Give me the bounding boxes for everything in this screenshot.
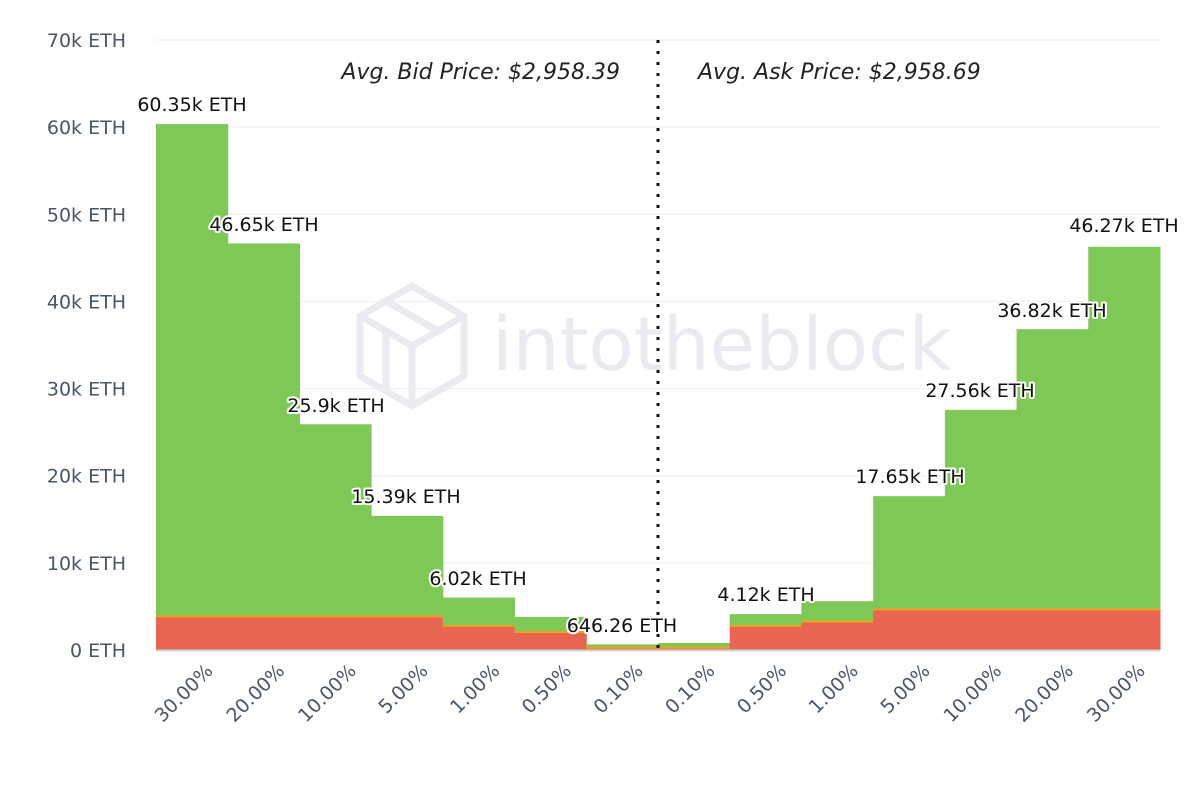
intotheblock-watermark: intotheblock: [356, 281, 952, 411]
bar-segment-divider: [442, 624, 516, 627]
x-tick-label: 1.00%: [446, 660, 504, 718]
x-tick-label: 1.00%: [805, 660, 863, 718]
bar-segment-divider: [729, 624, 802, 627]
y-tick-label: 30k ETH: [47, 379, 126, 401]
bar-segment-red: [299, 616, 372, 650]
bar-segment-divider: [1088, 608, 1161, 611]
data-label: 17.65k ETH: [855, 466, 964, 488]
y-tick-label: 70k ETH: [47, 30, 126, 52]
data-label: 27.56k ETH: [925, 380, 1034, 402]
bar-segment-divider: [227, 615, 300, 618]
data-label: 6.02k ETH: [429, 568, 526, 590]
bar-segment-divider: [801, 620, 874, 623]
bar-segment-red: [586, 648, 659, 650]
bar-segment-red: [729, 626, 802, 650]
bar-segment-green: [1016, 329, 1089, 610]
bar-segment-red: [1016, 609, 1089, 650]
data-label: 60.35k ETH: [137, 94, 246, 116]
x-tick-label: 0.10%: [661, 660, 719, 718]
bar-segment-red: [944, 609, 1018, 650]
y-axis: 0 ETH 10k ETH 20k ETH 30k ETH 40k ETH 50k ETH…: [47, 30, 126, 662]
bar-segment-green: [586, 644, 659, 649]
x-tick-label: 10.00%: [294, 660, 361, 727]
bar-segment-green: [801, 601, 874, 623]
bar-segment-green: [514, 616, 587, 633]
bar-segment-red: [801, 622, 874, 650]
data-label: 15.39k ETH: [351, 486, 460, 508]
bar-segment-green: [944, 409, 1018, 610]
bar-segment-red: [371, 616, 444, 650]
bar-segment-red: [156, 616, 229, 650]
data-labels: 60.35k ETH 46.65k ETH 25.9k ETH 15.39k ETH 6…: [135, 92, 1180, 639]
y-tick-label: 20k ETH: [47, 466, 126, 488]
data-label: 4.12k ETH: [717, 584, 814, 606]
data-label: 25.9k ETH: [287, 395, 384, 417]
x-tick-label: 30.00%: [151, 660, 218, 727]
watermark-text: intotheblock: [492, 302, 952, 388]
y-tick-label: 0 ETH: [70, 640, 126, 662]
bar-segment-red: [1088, 609, 1161, 650]
data-label: 36.82k ETH: [997, 300, 1106, 322]
bar-segment-divider: [944, 608, 1018, 611]
x-tick-label: 20.00%: [222, 660, 289, 727]
avg-ask-price-label: Avg. Ask Price: $2,958.69: [696, 60, 981, 85]
bar-segment-green: [729, 614, 802, 627]
y-tick-label: 10k ETH: [47, 553, 126, 575]
y-tick-label: 50k ETH: [47, 204, 126, 226]
x-tick-label: 0.50%: [518, 660, 576, 718]
bar-segment-green: [442, 597, 516, 627]
avg-bid-price-label: Avg. Bid Price: $2,958.39: [339, 60, 620, 85]
bar-segment-divider: [299, 615, 372, 618]
x-axis: 30.00% 20.00% 10.00% 5.00% 1.00% 0.50% 0.10% 0.…: [151, 649, 1160, 727]
bar-segment-green: [1088, 246, 1161, 610]
x-tick-label: 5.00%: [374, 660, 432, 718]
data-label: 646.26 ETH: [567, 615, 677, 637]
bar-segment-red: [658, 648, 731, 650]
x-tick-label: 10.00%: [939, 660, 1006, 727]
data-label: 46.65k ETH: [209, 214, 318, 236]
x-tick-label: 30.00%: [1083, 660, 1150, 727]
x-tick-label: 20.00%: [1011, 660, 1078, 727]
bar-segment-red: [514, 632, 587, 650]
bar-segment-divider: [1016, 608, 1089, 611]
bar-segment-green: [873, 496, 946, 610]
bar-segment-green: [299, 424, 372, 617]
bars: [156, 124, 1161, 650]
bar-segment-divider: [658, 646, 731, 649]
bar-segment-divider: [586, 646, 659, 649]
y-tick-label: 40k ETH: [47, 291, 126, 313]
bar-segment-divider: [514, 631, 587, 634]
bar-segment-divider: [156, 615, 229, 618]
bar-segment-divider: [873, 608, 946, 611]
bar-segment-red: [227, 616, 300, 650]
x-tick-label: 0.50%: [733, 660, 791, 718]
y-tick-label: 60k ETH: [47, 117, 126, 139]
bar-segment-red: [442, 626, 516, 650]
bar-segment-green: [227, 243, 300, 617]
x-tick-label: 5.00%: [876, 660, 934, 718]
bar-segment-red: [873, 609, 946, 650]
bar-segment-green: [156, 124, 229, 617]
bar-segment-green: [371, 515, 444, 617]
bar-segment-green: [658, 643, 731, 649]
bar-segment-divider: [371, 615, 444, 618]
intotheblock-logo-icon: [356, 281, 468, 411]
x-tick-label: 0.10%: [589, 660, 647, 718]
data-label: 46.27k ETH: [1069, 215, 1178, 237]
